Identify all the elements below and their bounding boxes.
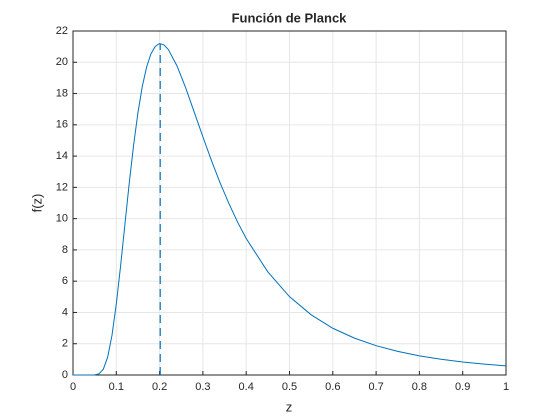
y-tick-label: 18	[56, 87, 68, 99]
x-tick-label: 0.4	[239, 381, 254, 393]
axes-box	[72, 30, 507, 376]
y-tick-label: 22	[56, 25, 68, 37]
x-tick-label: 1	[503, 381, 509, 393]
x-tick-label: 0.1	[109, 381, 124, 393]
x-tick-label: 0.6	[325, 381, 340, 393]
y-tick-label: 16	[56, 119, 68, 131]
x-tick-label: 0.3	[195, 381, 210, 393]
x-tick-label: 0.2	[152, 381, 167, 393]
x-tick-label: 0.9	[455, 381, 470, 393]
y-tick-label: 6	[62, 275, 68, 287]
x-tick-label: 0.5	[282, 381, 297, 393]
y-tick-label: 4	[62, 306, 68, 318]
y-tick-label: 0	[62, 369, 68, 381]
x-tick-label: 0.7	[368, 381, 383, 393]
y-axis-label: f(z)	[29, 194, 44, 213]
y-tick-label: 12	[56, 181, 68, 193]
x-tick-label: 0.8	[412, 381, 427, 393]
data-line	[73, 42, 507, 376]
y-tick-label: 10	[56, 213, 68, 225]
y-tick-label: 20	[56, 56, 68, 68]
y-tick-label: 8	[62, 244, 68, 256]
x-axis-label: z	[286, 399, 293, 414]
x-tick-label: 0	[70, 381, 76, 393]
y-tick-label: 14	[56, 150, 68, 162]
y-tick-label: 2	[62, 338, 68, 350]
chart-title: Función de Planck	[232, 10, 348, 25]
